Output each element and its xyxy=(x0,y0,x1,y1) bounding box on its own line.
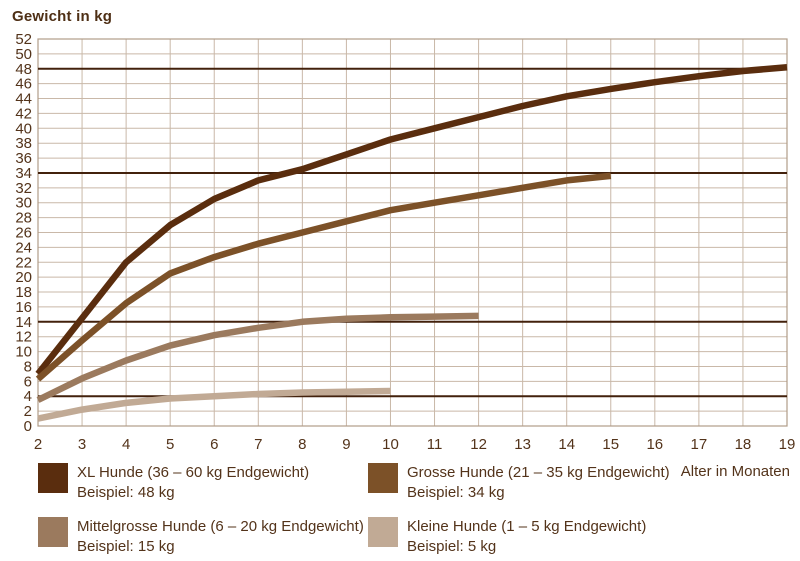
x-tick-label: 17 xyxy=(691,436,708,453)
x-tick-label: 3 xyxy=(78,436,86,453)
legend-item-kleine-hunde: Kleine Hunde (1 – 5 kg Endgewicht) Beisp… xyxy=(368,517,646,557)
x-tick-label: 19 xyxy=(779,436,796,453)
y-tick-label: 2 xyxy=(24,403,32,420)
y-tick-label: 0 xyxy=(24,418,32,435)
y-tick-label: 10 xyxy=(15,344,32,361)
y-tick-label: 38 xyxy=(15,135,32,152)
xl-hunde-swatch xyxy=(38,463,68,493)
x-tick-label: 7 xyxy=(254,436,262,453)
y-tick-label: 20 xyxy=(15,269,32,286)
y-tick-label: 42 xyxy=(15,105,32,122)
x-tick-label: 11 xyxy=(427,436,443,453)
y-tick-label: 48 xyxy=(15,61,32,78)
y-axis-title: Gewicht in kg xyxy=(12,8,113,25)
mittelgrosse-hunde-example: Beispiel: 15 kg xyxy=(77,538,175,555)
y-tick-label: 46 xyxy=(15,76,32,93)
x-tick-label: 18 xyxy=(735,436,752,453)
x-tick-label: 2 xyxy=(34,436,42,453)
growth-curve-kleine-hunde xyxy=(37,387,391,422)
mittelgrosse-hunde-swatch xyxy=(38,517,68,547)
xl-hunde-label: XL Hunde (36 – 60 kg Endgewicht) xyxy=(77,464,310,481)
y-tick-label: 4 xyxy=(24,388,32,405)
grosse-hunde-swatch xyxy=(368,463,398,493)
mittelgrosse-hunde-label: Mittelgrosse Hunde (6 – 20 kg Endgewicht… xyxy=(77,518,364,535)
legend-item-grosse-hunde: Grosse Hunde (21 – 35 kg Endgewicht) Bei… xyxy=(368,463,670,503)
y-tick-label: 22 xyxy=(15,254,32,271)
x-tick-label: 10 xyxy=(382,436,399,453)
growth-curves-plot: 0246810121416182022242628303234363840424… xyxy=(15,31,796,453)
x-tick-label: 14 xyxy=(558,436,575,453)
y-tick-label: 50 xyxy=(15,46,32,63)
y-tick-label: 52 xyxy=(15,31,32,48)
y-tick-label: 28 xyxy=(15,210,32,227)
y-tick-label: 34 xyxy=(15,165,32,182)
kleine-hunde-example: Beispiel: 5 kg xyxy=(407,538,497,555)
legend-item-xl-hunde: XL Hunde (36 – 60 kg Endgewicht) Beispie… xyxy=(38,463,309,503)
y-tick-label: 44 xyxy=(15,91,32,108)
y-tick-label: 16 xyxy=(15,299,32,316)
y-tick-label: 8 xyxy=(24,358,32,375)
y-tick-label: 6 xyxy=(24,373,32,390)
x-tick-label: 15 xyxy=(602,436,619,453)
x-tick-label: 4 xyxy=(122,436,130,453)
x-tick-label: 8 xyxy=(298,436,306,453)
y-tick-label: 36 xyxy=(15,150,32,167)
x-tick-label: 16 xyxy=(646,436,663,453)
x-axis-title: Alter in Monaten xyxy=(680,463,790,480)
y-tick-label: 40 xyxy=(15,120,32,137)
xl-hunde-example: Beispiel: 48 kg xyxy=(77,484,175,501)
x-tick-label: 9 xyxy=(342,436,350,453)
y-tick-label: 26 xyxy=(15,225,32,242)
kleine-hunde-swatch xyxy=(368,517,398,547)
kleine-hunde-label: Kleine Hunde (1 – 5 kg Endgewicht) xyxy=(407,518,647,535)
x-tick-label: 13 xyxy=(514,436,531,453)
y-tick-label: 24 xyxy=(15,239,32,256)
y-tick-label: 32 xyxy=(15,180,32,197)
x-tick-label: 12 xyxy=(470,436,487,453)
grosse-hunde-example: Beispiel: 34 kg xyxy=(407,484,505,501)
x-tick-label: 5 xyxy=(166,436,174,453)
growth-curve-mittelgrosse-hunde xyxy=(36,312,479,403)
y-tick-label: 14 xyxy=(15,314,32,331)
y-tick-label: 18 xyxy=(15,284,32,301)
growth-curve-grosse-hunde xyxy=(35,172,612,382)
y-tick-label: 12 xyxy=(15,329,32,346)
grosse-hunde-label: Grosse Hunde (21 – 35 kg Endgewicht) xyxy=(407,464,670,481)
legend-item-mittelgrosse-hunde: Mittelgrosse Hunde (6 – 20 kg Endgewicht… xyxy=(38,517,364,557)
y-tick-label: 30 xyxy=(15,195,32,212)
growth-curve-xl-hunde xyxy=(35,64,788,376)
x-tick-label: 6 xyxy=(210,436,218,453)
